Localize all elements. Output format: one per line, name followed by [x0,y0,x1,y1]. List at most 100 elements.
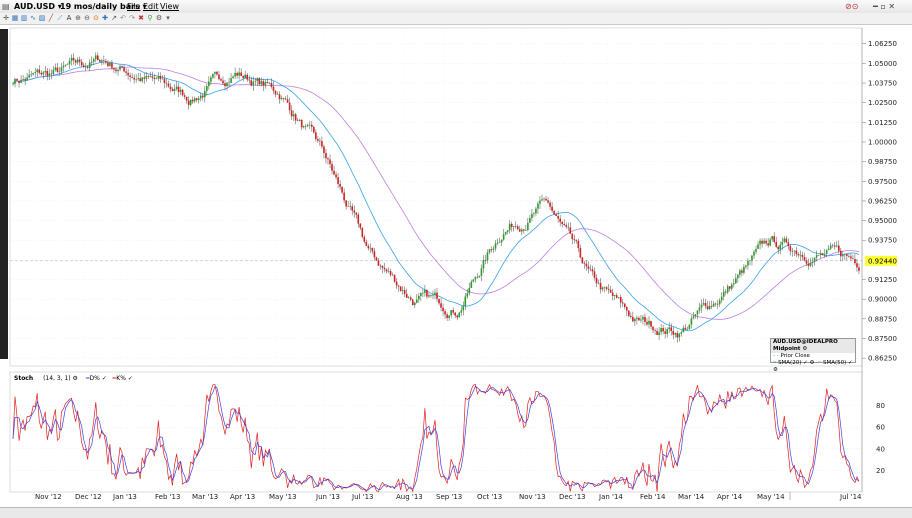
undo-icon[interactable]: ↶ [120,14,126,22]
candle-body [270,82,273,87]
pencil-icon[interactable]: ╱ [48,14,54,22]
x-tick-label: May '13 [269,493,297,501]
plus-icon[interactable]: ✚ [102,14,108,22]
candle-body [856,263,858,268]
candle-body [185,96,188,101]
candle-body [418,295,420,300]
candle-body [516,226,519,230]
candle-body [807,263,810,266]
x-tick-label: Oct '13 [477,493,502,501]
candle-body [133,77,135,80]
candle-body [325,152,327,159]
last-price-label: 0.92440 [868,257,897,265]
candle-body [76,59,79,63]
candle-body [62,65,65,68]
candle-body [12,83,14,85]
candle-body [197,98,200,101]
candle-body [712,303,715,307]
stoch-k-label[interactable]: K% ✓ [116,375,133,382]
candle-body [240,72,242,77]
candle-body [769,239,771,246]
candle-body [472,279,475,282]
candle-body [399,286,402,291]
candle-body [405,293,408,298]
line-icon[interactable]: ∿ [30,14,36,22]
link-icon[interactable]: ⊘⊙ [845,2,859,11]
zoom-out-icon[interactable]: ⊖ [84,14,90,22]
candle-body [565,225,568,227]
trendline-icon[interactable]: ⟋ [57,14,63,22]
candle-body [636,317,638,320]
candle-body [815,255,818,258]
symbol-selector[interactable]: AUD.USD ▾ [14,2,62,11]
area-icon[interactable]: ▨ [38,14,46,22]
candle-body [623,303,626,307]
price-tick-label: 0.97500 [868,178,897,186]
period-selector[interactable]: 19 mos/daily bars ▾ [60,2,147,11]
candle-icon[interactable]: ▥ [20,14,28,22]
candle-body [181,89,184,96]
candle-body [206,86,208,92]
menu-edit[interactable]: Edit [143,2,159,11]
candle-body [474,276,477,280]
candle-body [615,295,618,298]
candle-body [420,293,422,296]
price-tick-label: 0.87500 [868,335,897,343]
candle-body [105,60,107,63]
timeline-scrollbar[interactable] [0,507,912,518]
candle-body [407,297,410,299]
candle-body [730,284,733,289]
candle-body [167,83,170,87]
crosshair-icon[interactable]: ✛ [3,14,9,22]
legend-sma50[interactable]: SMA(50) ✓ ⚙ [773,360,853,373]
candle-body [708,305,711,310]
stoch-params[interactable]: (14, 3, 1) ⚙ [43,375,78,382]
left-scroll-bar[interactable] [0,25,8,515]
bar-chart-icon[interactable]: ▦ [11,14,19,22]
menu-view[interactable]: View [160,2,179,11]
pin-icon[interactable]: ⚲ [147,14,153,22]
redo-icon[interactable]: ↷ [129,14,135,22]
candle-body [763,240,765,244]
text-icon[interactable]: A [66,14,72,22]
candle-body [74,60,77,63]
candle-body [605,287,608,289]
legend-sma20[interactable]: SMA(20) ✓ ⚙ [778,360,815,366]
candle-body [720,296,723,301]
arrow-icon[interactable]: ↗ [111,14,117,22]
candle-body [779,244,782,250]
candle-body [300,119,303,128]
candle-body [613,295,616,296]
candle-body [224,83,226,87]
candle-body [78,59,81,62]
stoch-d-label[interactable]: D% ✓ [89,375,107,382]
candle-body [710,305,713,307]
candle-body [149,76,152,77]
candle-body [64,64,67,66]
candle-body [696,310,699,315]
candle-body [323,146,325,153]
fibonacci-icon[interactable]: ⊙ [93,14,99,22]
menu-file[interactable]: File [127,2,141,11]
candle-body [654,330,656,331]
candle-body [333,170,335,175]
dropdown-icon[interactable]: ▾ [166,14,170,22]
candle-body [747,260,749,266]
delete-icon[interactable]: ✖ [138,14,144,22]
settings-icon[interactable]: ⚙ [155,14,163,22]
candle-body [42,72,45,75]
x-tick-label: Feb '14 [640,493,666,501]
candle-body [268,82,271,84]
candle-body [177,86,180,92]
left-scroll-thumb[interactable] [0,29,8,359]
candle-body [48,73,51,76]
candle-body [733,283,735,285]
candle-body [397,285,400,287]
window-controls-icon[interactable]: ━ ▫ ✕ [873,2,896,11]
candle-body [771,236,773,240]
candle-body [466,293,469,297]
candle-body [266,82,269,84]
price-tick-label: 0.88750 [868,315,897,323]
candle-body [480,268,483,276]
zoom-in-icon[interactable]: ⊕ [75,14,81,22]
